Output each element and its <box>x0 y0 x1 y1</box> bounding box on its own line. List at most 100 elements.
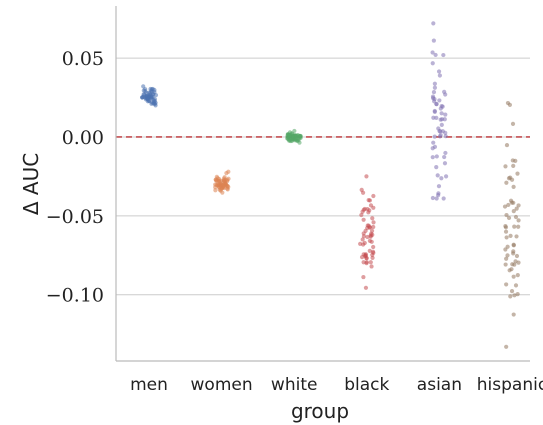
data-point-white <box>287 133 292 138</box>
data-point-asian <box>439 122 444 127</box>
data-point-hispanic <box>506 215 512 221</box>
x-tick-label-white: white <box>271 375 318 395</box>
data-point-black <box>364 261 369 266</box>
data-point-black <box>361 274 366 280</box>
data-point-asian <box>430 50 435 55</box>
data-point-hispanic <box>504 282 509 287</box>
data-point-hispanic <box>506 202 511 208</box>
y-tick-labels: 0.05 0.00 −0.05 −0.10 <box>46 48 104 307</box>
data-point-hispanic <box>505 253 510 258</box>
data-point-asian <box>437 98 442 103</box>
data-point-hispanic <box>506 176 512 181</box>
data-point-asian <box>432 109 437 114</box>
data-point-hispanic <box>511 163 516 168</box>
x-tick-label-hispanic: hispanic <box>477 375 543 395</box>
data-point-white <box>292 137 298 142</box>
data-point-men <box>143 87 148 92</box>
data-point-hispanic <box>511 312 516 317</box>
data-point-asian <box>432 144 438 149</box>
data-point-hispanic <box>507 102 513 107</box>
data-point-asian <box>441 52 446 58</box>
data-point-women <box>217 184 222 190</box>
y-tick-label: −0.10 <box>46 285 104 307</box>
data-point-hispanic <box>511 243 516 248</box>
data-point-black <box>368 203 374 208</box>
data-point-asian <box>431 21 436 26</box>
data-point-hispanic <box>503 262 508 267</box>
data-point-black <box>369 228 375 233</box>
data-point-black <box>367 248 372 253</box>
data-point-asian <box>438 133 443 138</box>
data-point-men <box>152 87 157 93</box>
data-point-asian <box>430 195 435 201</box>
data-point-hispanic <box>516 224 521 229</box>
data-point-black <box>364 174 369 179</box>
data-point-hispanic <box>504 212 509 218</box>
data-point-hispanic <box>515 292 520 297</box>
data-point-black <box>363 228 368 233</box>
data-point-hispanic <box>514 206 519 211</box>
data-point-hispanic <box>511 184 516 189</box>
data-point-hispanic <box>513 283 519 288</box>
data-point-asian <box>443 112 448 117</box>
data-point-hispanic <box>516 203 521 208</box>
data-point-asian <box>436 184 442 189</box>
data-point-asian <box>439 111 444 116</box>
data-point-hispanic <box>510 121 516 126</box>
data-point-hispanic <box>508 198 514 203</box>
y-axis-label: Δ AUC <box>19 153 43 215</box>
data-point-asian <box>443 134 448 139</box>
data-point-hispanic <box>502 204 508 209</box>
data-point-asian <box>434 164 439 170</box>
data-point-hispanic <box>509 289 515 294</box>
data-point-asian <box>431 140 436 145</box>
data-point-black <box>371 244 376 250</box>
y-tick-label: 0.05 <box>62 48 104 70</box>
data-point-hispanic <box>513 259 518 264</box>
data-point-women <box>221 178 226 183</box>
data-point-women <box>213 188 218 193</box>
data-point-hispanic <box>516 218 521 223</box>
data-point-asian <box>436 69 442 74</box>
data-point-black <box>370 232 375 237</box>
data-point-black <box>367 238 372 243</box>
data-point-asian <box>442 161 448 166</box>
data-point-black <box>370 216 375 221</box>
x-tick-label-black: black <box>344 375 389 395</box>
data-point-black <box>366 223 371 228</box>
data-point-black <box>371 220 376 225</box>
data-point-women <box>225 186 230 191</box>
data-point-asian <box>431 90 437 95</box>
x-axis-label: group <box>291 399 349 423</box>
data-point-hispanic <box>515 273 520 278</box>
data-point-hispanic <box>515 171 520 176</box>
data-point-asian <box>434 115 439 120</box>
data-point-hispanic <box>508 233 513 238</box>
data-point-asian <box>431 38 436 43</box>
data-point-women <box>226 176 231 181</box>
data-point-hispanic <box>504 142 510 148</box>
data-point-asian <box>437 73 442 78</box>
data-point-hispanic <box>504 344 509 349</box>
data-point-asian <box>430 94 436 99</box>
data-point-asian <box>432 134 437 139</box>
data-point-hispanic <box>512 224 517 229</box>
data-point-women <box>217 179 222 184</box>
data-point-asian <box>434 154 439 159</box>
data-point-women <box>220 190 225 195</box>
data-point-white <box>294 133 299 138</box>
data-point-women <box>224 171 229 176</box>
data-point-black <box>371 193 376 199</box>
data-point-hispanic <box>514 253 520 259</box>
y-tick-label: 0.00 <box>62 127 104 149</box>
data-point-men <box>153 100 158 105</box>
data-point-asian <box>434 196 439 201</box>
data-point-hispanic <box>503 164 508 169</box>
data-point-black <box>359 255 365 260</box>
data-point-black <box>363 285 369 290</box>
x-tick-label-asian: asian <box>417 375 462 395</box>
data-points <box>140 21 521 349</box>
data-point-asian <box>443 150 448 156</box>
data-point-black <box>368 260 373 265</box>
